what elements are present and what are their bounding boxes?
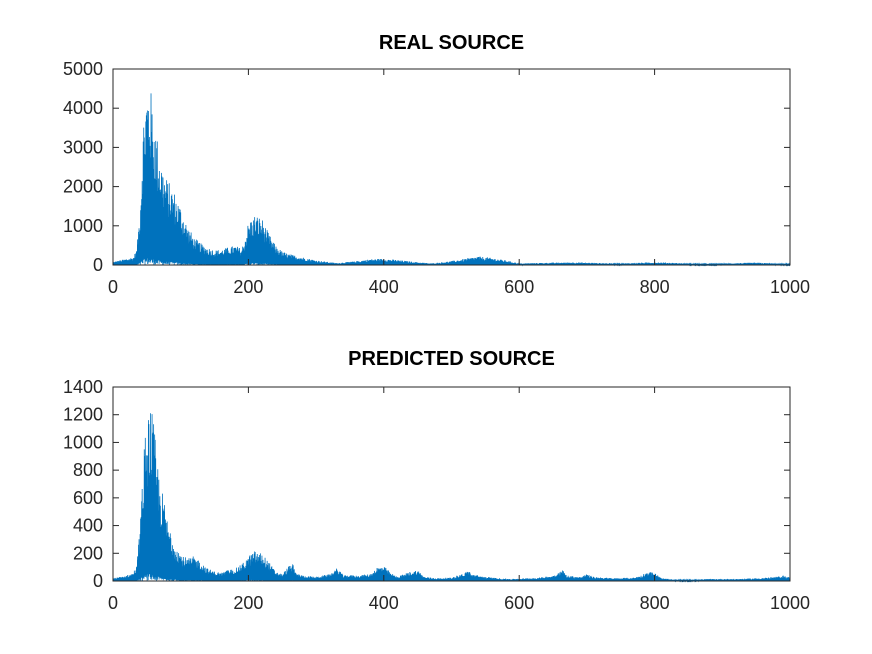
y-tick-label: 2000 xyxy=(63,177,103,197)
y-tick-label: 4000 xyxy=(63,98,103,118)
y-tick-label: 1400 xyxy=(63,377,103,397)
data-series-line xyxy=(112,413,791,583)
y-tick-label: 1000 xyxy=(63,216,103,236)
x-tick-label: 800 xyxy=(640,593,670,613)
x-tick-label: 0 xyxy=(108,593,118,613)
x-tick-label: 400 xyxy=(369,593,399,613)
x-tick-label: 600 xyxy=(504,277,534,297)
y-tick-label: 200 xyxy=(73,543,103,563)
y-tick-label: 1200 xyxy=(63,405,103,425)
chart-title: PREDICTED SOURCE xyxy=(348,348,555,370)
y-tick-label: 800 xyxy=(73,460,103,480)
chart-title: REAL SOURCE xyxy=(379,32,524,54)
y-tick-label: 0 xyxy=(93,571,103,591)
y-tick-label: 0 xyxy=(93,255,103,275)
y-tick-label: 5000 xyxy=(63,59,103,79)
y-tick-label: 400 xyxy=(73,516,103,536)
chart-panel-2: PREDICTED SOURCE 0 200 400 600 800 1000 0 200 400… xyxy=(63,348,810,613)
plot-area-box xyxy=(112,386,791,582)
chart-panel-1: REAL SOURCE 0 200 400 600 800 1000 0 1000 2000 300… xyxy=(63,32,810,297)
x-tick-label: 800 xyxy=(640,277,670,297)
x-tick-label: 1000 xyxy=(770,277,810,297)
x-tick-label: 400 xyxy=(369,277,399,297)
x-tick-label: 0 xyxy=(108,277,118,297)
y-tick-label: 3000 xyxy=(63,137,103,157)
data-series-line xyxy=(112,93,791,267)
x-tick-label: 200 xyxy=(233,277,263,297)
x-tick-label: 200 xyxy=(233,593,263,613)
y-tick-label: 600 xyxy=(73,488,103,508)
x-tick-label: 600 xyxy=(504,593,534,613)
y-tick-label: 1000 xyxy=(63,432,103,452)
x-tick-label: 1000 xyxy=(770,593,810,613)
plot-area-box xyxy=(112,68,791,266)
